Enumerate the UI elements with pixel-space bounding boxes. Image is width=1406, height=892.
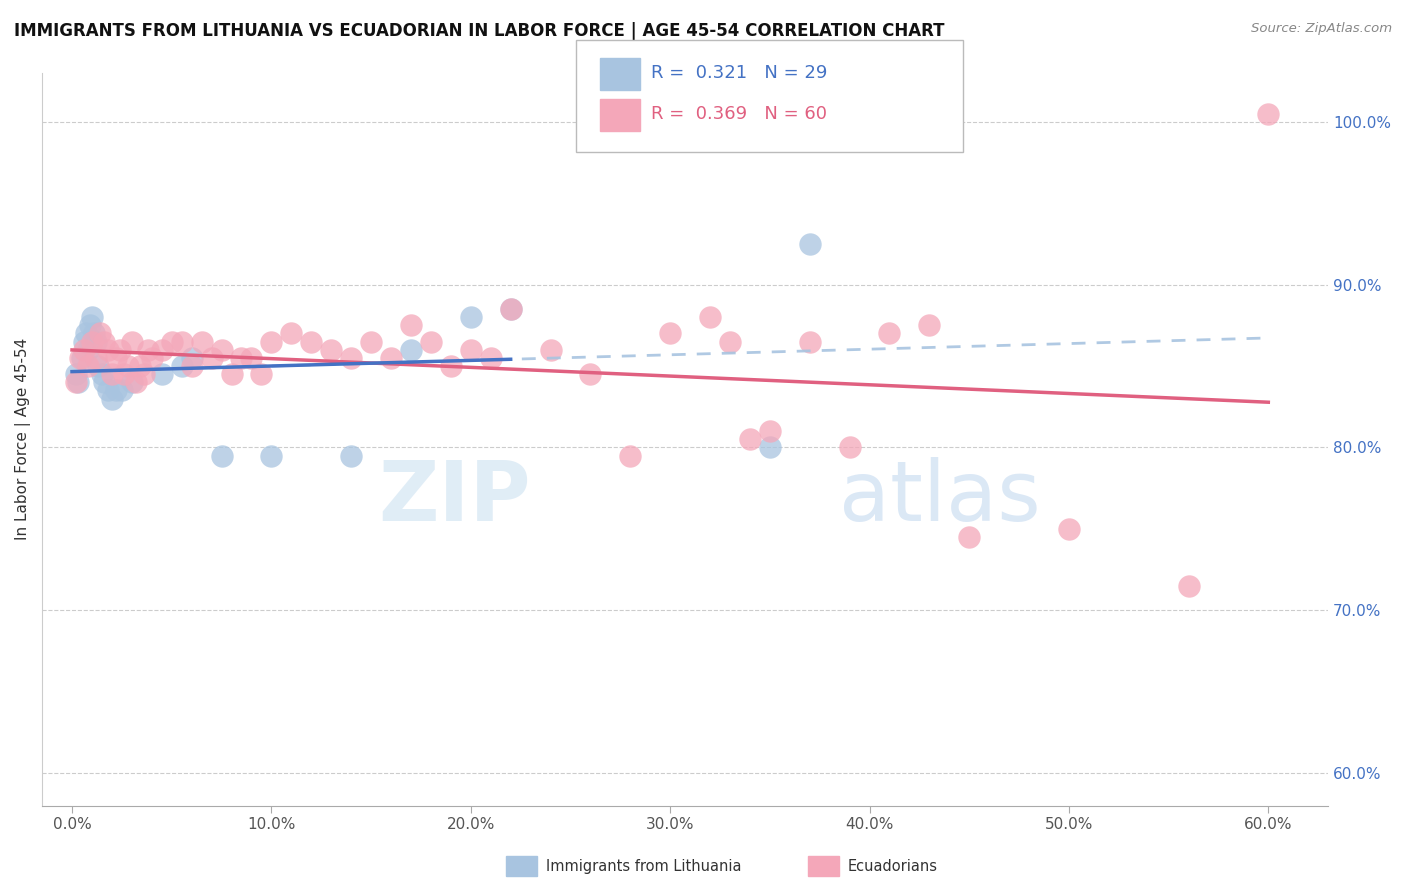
Point [66, 376, 89, 390]
Point [540, 343, 562, 357]
Point [1177, 579, 1199, 593]
Point [136, 343, 159, 357]
Point [170, 359, 193, 373]
Point [211, 449, 233, 463]
Point [73, 334, 96, 349]
Point [65, 376, 87, 390]
Point [121, 334, 143, 349]
Point [75, 326, 97, 341]
Point [160, 334, 183, 349]
Point [200, 351, 222, 365]
Point [799, 236, 821, 251]
Text: Ecuadorians: Ecuadorians [848, 859, 938, 873]
Point [128, 359, 150, 373]
Point [97, 384, 120, 398]
Point [77, 343, 100, 357]
Point [659, 326, 682, 341]
Point [460, 343, 482, 357]
Point [79, 318, 101, 333]
Point [738, 432, 761, 446]
Point [70, 351, 93, 365]
Point [190, 334, 212, 349]
Point [84, 351, 107, 365]
Text: R =  0.321   N = 29: R = 0.321 N = 29 [651, 64, 827, 82]
Point [260, 449, 283, 463]
Point [77, 359, 100, 373]
Point [132, 367, 155, 381]
Point [170, 334, 193, 349]
Point [250, 367, 273, 381]
Point [125, 376, 148, 390]
Point [1057, 522, 1080, 536]
Point [879, 326, 901, 341]
Point [104, 351, 127, 365]
Point [260, 334, 283, 349]
Point [84, 334, 107, 349]
Point [619, 449, 641, 463]
Y-axis label: In Labor Force | Age 45-54: In Labor Force | Age 45-54 [15, 338, 31, 541]
Point [112, 367, 135, 381]
Point [104, 384, 127, 398]
Point [460, 310, 482, 325]
Point [89, 326, 111, 341]
Point [759, 441, 782, 455]
Point [299, 334, 322, 349]
Point [759, 424, 782, 438]
Text: atlas: atlas [839, 458, 1042, 539]
Point [180, 351, 202, 365]
Point [399, 318, 422, 333]
Point [121, 376, 143, 390]
Point [838, 441, 860, 455]
Point [718, 334, 741, 349]
Point [101, 392, 124, 406]
Text: IMMIGRANTS FROM LITHUANIA VS ECUADORIAN IN LABOR FORCE | AGE 45-54 CORRELATION C: IMMIGRANTS FROM LITHUANIA VS ECUADORIAN … [14, 22, 945, 40]
Point [90, 367, 112, 381]
Point [360, 334, 382, 349]
Point [80, 310, 103, 325]
Text: Immigrants from Lithuania: Immigrants from Lithuania [546, 859, 741, 873]
Point [69, 351, 91, 365]
Point [150, 367, 173, 381]
Point [479, 351, 502, 365]
Point [340, 449, 363, 463]
Point [108, 343, 131, 357]
Point [419, 334, 441, 349]
Point [240, 351, 263, 365]
Point [141, 351, 163, 365]
Point [321, 343, 343, 357]
Point [150, 343, 173, 357]
Text: R =  0.369   N = 60: R = 0.369 N = 60 [651, 105, 827, 123]
Point [83, 326, 105, 341]
Point [101, 367, 124, 381]
Point [93, 376, 115, 390]
Point [111, 384, 134, 398]
Text: ZIP: ZIP [378, 458, 531, 539]
Point [117, 359, 139, 373]
Point [499, 301, 522, 316]
Point [97, 343, 120, 357]
Point [799, 334, 821, 349]
Point [399, 343, 422, 357]
Point [380, 351, 402, 365]
Point [280, 326, 302, 341]
Point [73, 343, 96, 357]
Point [93, 334, 115, 349]
Point [65, 367, 87, 381]
Point [699, 310, 721, 325]
Point [80, 334, 103, 349]
Point [340, 351, 363, 365]
Point [957, 530, 980, 544]
Point [440, 359, 463, 373]
Point [579, 367, 602, 381]
Point [231, 351, 253, 365]
Point [499, 301, 522, 316]
Point [1257, 106, 1279, 120]
Point [211, 343, 233, 357]
Point [180, 359, 202, 373]
Point [221, 367, 243, 381]
Point [918, 318, 941, 333]
Point [87, 359, 110, 373]
Text: Source: ZipAtlas.com: Source: ZipAtlas.com [1251, 22, 1392, 36]
